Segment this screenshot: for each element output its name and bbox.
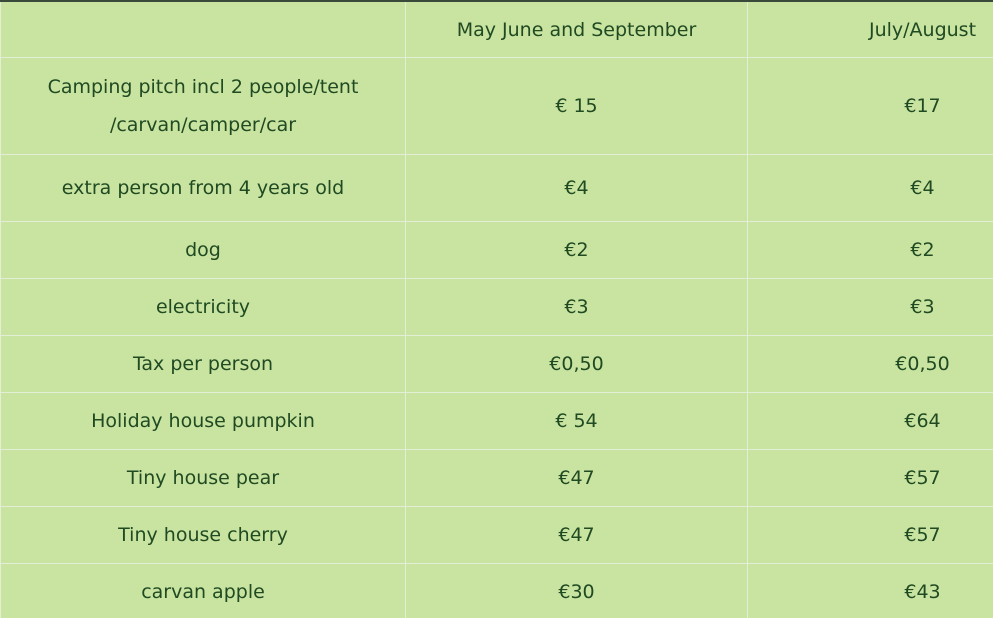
item-cell: electricity	[0, 278, 406, 336]
cell-line: /carvan/camper/car	[109, 114, 297, 136]
cell-line: Camping pitch incl 2 people/tent	[47, 76, 359, 98]
item-cell: carvan apple	[0, 563, 406, 618]
price-cell: €30	[405, 563, 748, 618]
item-cell: Holiday house pumpkin	[0, 392, 406, 450]
table-row: Camping pitch incl 2 people/tent/carvan/…	[0, 57, 993, 155]
header-cell: May June and September	[405, 0, 748, 58]
price-cell: €47	[405, 506, 748, 564]
price-cell: €4	[405, 154, 748, 222]
price-cell: €57	[747, 449, 993, 507]
item-cell: Camping pitch incl 2 people/tent/carvan/…	[0, 57, 406, 155]
table-row: Tiny house pear €47 €57	[0, 449, 993, 507]
item-cell: Tiny house pear	[0, 449, 406, 507]
price-cell: €4	[747, 154, 993, 222]
price-cell: €0,50	[405, 335, 748, 393]
table-row: electricity €3 €3	[0, 278, 993, 336]
header-row: May June and September July/August	[0, 0, 993, 58]
table-row: carvan apple €30 €43	[0, 563, 993, 618]
table-row: Tiny house cherry €47 €57	[0, 506, 993, 564]
price-cell: €57	[747, 506, 993, 564]
table-row: Tax per person €0,50 €0,50	[0, 335, 993, 393]
price-cell: €2	[405, 221, 748, 279]
header-cell	[0, 0, 406, 58]
price-cell: €17	[747, 57, 993, 155]
price-cell: €3	[747, 278, 993, 336]
item-cell: extra person from 4 years old	[0, 154, 406, 222]
item-cell: Tax per person	[0, 335, 406, 393]
price-cell: €0,50	[747, 335, 993, 393]
price-cell: €43	[747, 563, 993, 618]
header-cell: July/August	[747, 0, 993, 58]
price-cell: €64	[747, 392, 993, 450]
table-row: Holiday house pumpkin € 54 €64	[0, 392, 993, 450]
item-cell: Tiny house cherry	[0, 506, 406, 564]
item-cell: dog	[0, 221, 406, 279]
price-cell: €3	[405, 278, 748, 336]
price-cell: €2	[747, 221, 993, 279]
table-row: extra person from 4 years old €4 €4	[0, 154, 993, 222]
table-row: dog €2 €2	[0, 221, 993, 279]
price-cell: €47	[405, 449, 748, 507]
price-cell: € 15	[405, 57, 748, 155]
price-cell: € 54	[405, 392, 748, 450]
